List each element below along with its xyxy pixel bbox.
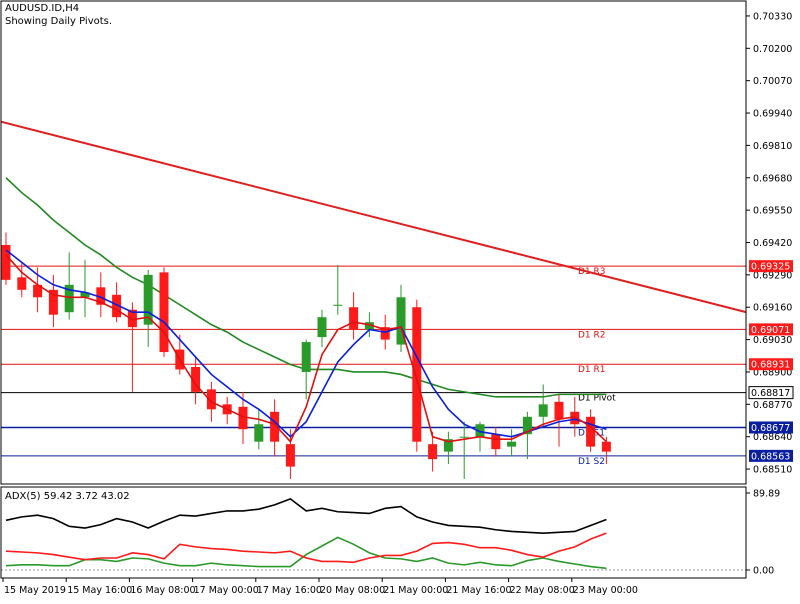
candle-body [601, 441, 611, 452]
time-tick-label: 20 May 08:00 [320, 585, 385, 596]
price-tick-label: 0.69550 [753, 206, 792, 217]
time-tick-label: 15 May 16:00 [67, 585, 132, 596]
candle-body [80, 292, 90, 298]
pivot-price-tag [749, 358, 793, 371]
candle-body [333, 304, 343, 306]
price-tick-label: 0.68640 [753, 432, 792, 443]
adx-header: ADX(5) 59.42 3.72 43.02 [5, 491, 130, 502]
pivot-caption: Showing Daily Pivots. [5, 16, 113, 27]
price-tick-label: 0.69420 [753, 238, 792, 249]
price-tick-label: 0.68510 [753, 465, 792, 476]
candle-body [48, 289, 58, 315]
pivot-price-tag-label: 0.68817 [751, 388, 790, 399]
candle-body [538, 404, 548, 417]
time-tick-label: 17 May 00:00 [194, 585, 259, 596]
pivot-label: D1 S2 [578, 457, 605, 467]
pivot-label: D1 R2 [578, 330, 606, 340]
candle-body [522, 416, 532, 435]
candle-body [254, 424, 264, 442]
candle-body [64, 284, 74, 313]
candle-body [285, 444, 295, 467]
adx-main-line [5, 497, 607, 534]
price-tick-label: 0.70330 [753, 11, 792, 22]
candle-body [475, 424, 485, 437]
candle-body [554, 401, 564, 420]
price-tick-label: 0.70070 [753, 76, 792, 87]
pivot-price-tag-label: 0.69325 [751, 262, 790, 273]
pivot-label: D1 Pivot [578, 394, 616, 404]
pivot-price-tag-label: 0.68931 [751, 360, 790, 371]
candle-body [491, 434, 501, 450]
moving-average-fast [5, 254, 607, 444]
pivot-price-tag [749, 260, 793, 273]
pivot-price-tag-label: 0.69071 [751, 325, 790, 336]
trend-line [0, 120, 747, 314]
price-tick-label: 0.69290 [753, 270, 792, 281]
moving-average-mid [5, 249, 607, 438]
candle-body [206, 389, 216, 410]
price-tick-label: 0.69940 [753, 109, 792, 120]
candle-body [270, 411, 280, 442]
candle-body [238, 406, 248, 430]
candle-body [33, 284, 43, 298]
candle-body [570, 411, 580, 425]
candle-body [428, 444, 438, 460]
time-tick-label: 16 May 08:00 [130, 585, 195, 596]
candle-body [191, 366, 201, 392]
price-tick-label: 0.69810 [753, 141, 792, 152]
price-tick-label: 0.69680 [753, 173, 792, 184]
adx-tick-label: 0.00 [753, 566, 774, 577]
symbol-timeframe: AUDUSD.ID,H4 [5, 3, 80, 14]
candle-body [364, 322, 374, 330]
candle-body [127, 309, 137, 328]
price-tick-label: 0.68770 [753, 400, 792, 411]
price-tick-label: 0.69030 [753, 335, 792, 346]
pivot-price-tag-label: 0.68677 [751, 423, 790, 434]
candle-body [507, 441, 517, 447]
candle-body [443, 439, 453, 452]
candle-body [349, 307, 359, 330]
candle-body [17, 277, 27, 290]
candle-body [459, 436, 469, 438]
adx-tick-label: 89.89 [753, 489, 780, 500]
pivot-price-tag [749, 323, 793, 336]
time-tick-label: 23 May 00:00 [573, 585, 638, 596]
candle-body [380, 327, 390, 340]
price-tick-label: 0.70200 [753, 44, 792, 55]
candle-body [301, 342, 311, 372]
price-tick-label: 0.69160 [753, 303, 792, 314]
time-tick-label: 21 May 00:00 [383, 585, 448, 596]
time-tick-label: 15 May 2019 [4, 585, 66, 596]
pivot-price-tag-label: 0.68563 [751, 451, 790, 462]
price-tick-label: 0.68900 [753, 367, 792, 378]
candle-body [112, 294, 122, 318]
candle-body [586, 416, 596, 447]
time-tick-label: 21 May 16:00 [446, 585, 511, 596]
candle-body [412, 307, 422, 442]
time-tick-label: 22 May 08:00 [510, 585, 575, 596]
pivot-price-tag [748, 386, 794, 400]
candle-body [96, 287, 106, 305]
candle-body [396, 297, 406, 345]
pivot-price-tag [749, 449, 793, 462]
adx-plot-frame [0, 486, 747, 579]
time-tick-label: 17 May 16:00 [257, 585, 322, 596]
candle-body [159, 272, 169, 353]
pivot-label: D1 R1 [578, 365, 606, 375]
candle-body [1, 244, 11, 280]
candle-body [143, 274, 153, 325]
adx-plus-di-line [5, 536, 607, 570]
adx-minus-di-line [5, 532, 607, 564]
pivot-price-tag [749, 421, 793, 434]
candle-body [317, 317, 327, 338]
